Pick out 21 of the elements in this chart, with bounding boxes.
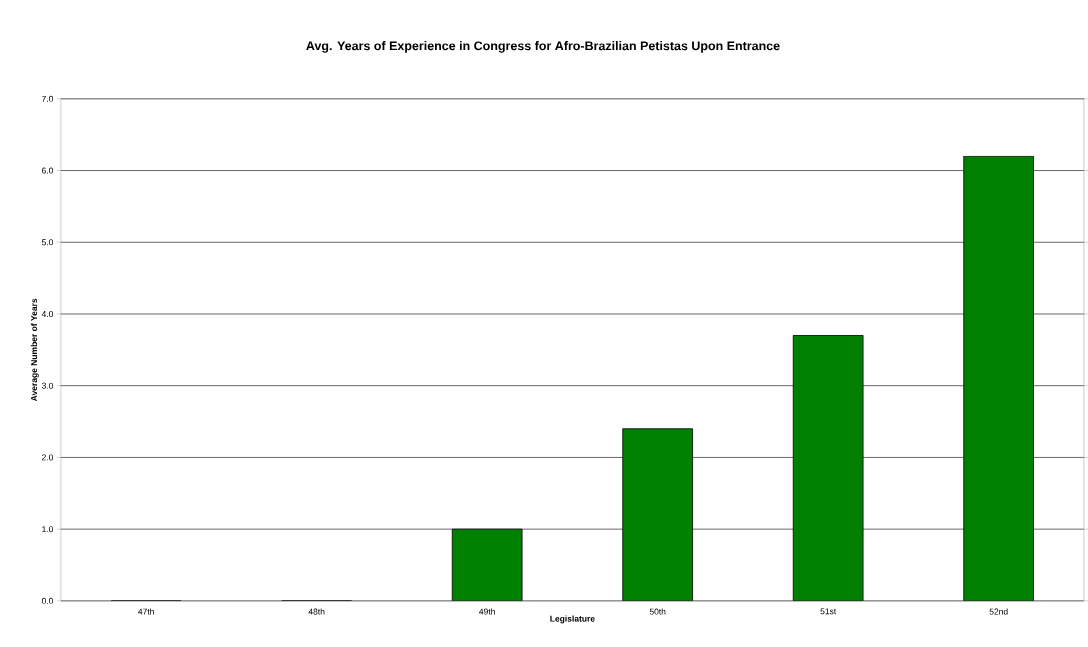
y-tick-label: 4.0 [41, 311, 54, 318]
x-tick-label: 49th [479, 608, 495, 615]
bar [451, 528, 523, 601]
bar [622, 428, 693, 601]
x-axis-title: Legislature [550, 615, 595, 624]
x-tick-label: 52nd [989, 608, 1008, 615]
y-tick-label: 6.0 [42, 167, 54, 174]
x-tick-label: 47th [138, 608, 154, 615]
y-tick-label: 1.0 [42, 526, 54, 533]
y-axis-title: Average Number of Years [30, 298, 39, 402]
x-tick-label: 51st [820, 608, 837, 615]
x-tick-label: 48th [308, 608, 325, 615]
y-tick-label: 0.0 [41, 597, 54, 604]
bar [963, 155, 1034, 601]
y-tick-label: 5.0 [41, 239, 54, 246]
y-tick-label: 2.0 [42, 454, 54, 461]
x-tick-label: 50th [649, 608, 666, 615]
chart-title: Avg. Years of Experience in Congress for Afro-Brazilian Petistas Upon Entrance [306, 41, 780, 53]
y-tick-label: 7.0 [42, 95, 54, 102]
bar [792, 335, 864, 601]
y-tick-label: 3.0 [41, 382, 54, 389]
